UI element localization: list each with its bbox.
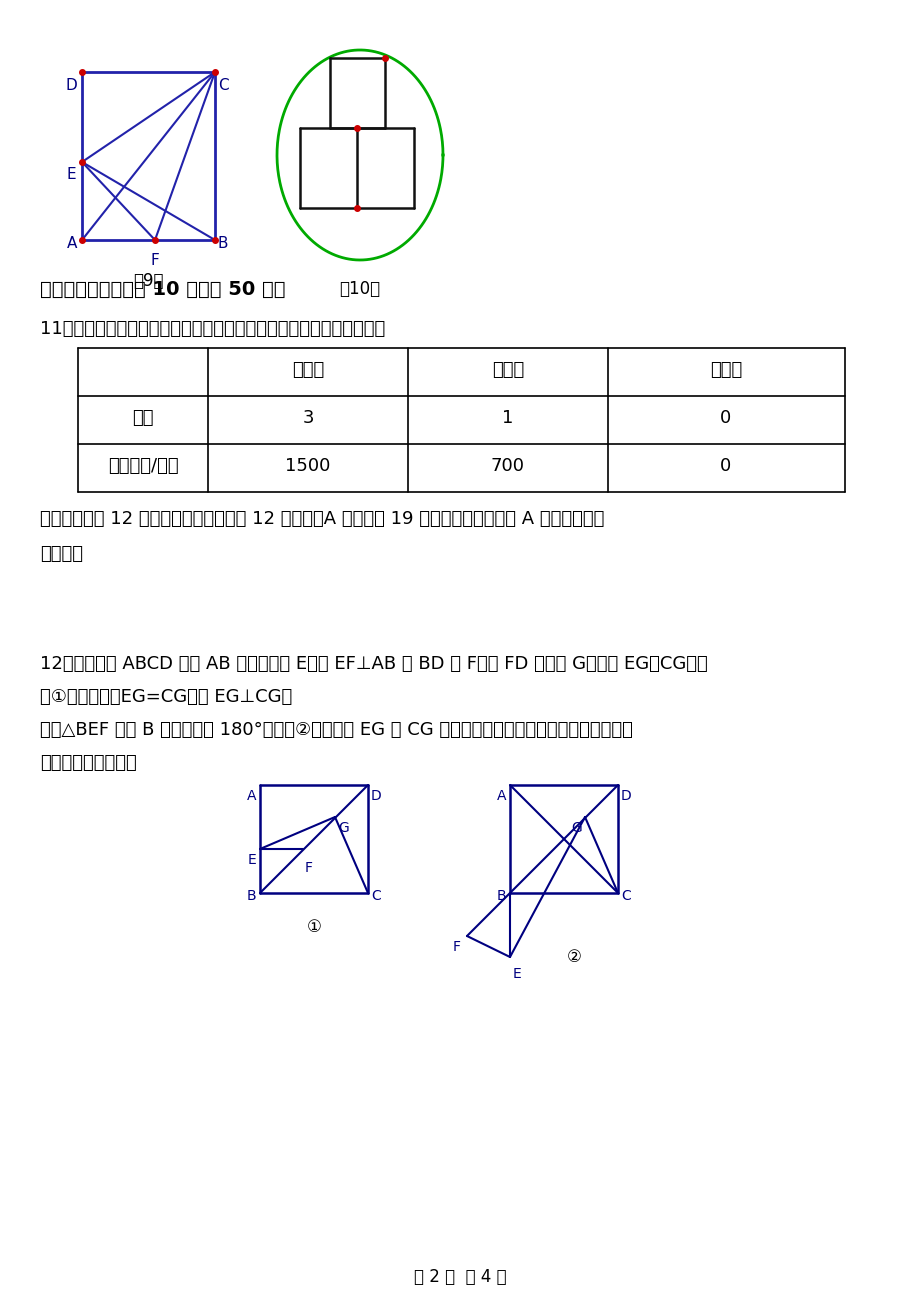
Text: G: G — [571, 822, 581, 835]
Text: D: D — [66, 78, 78, 92]
Text: E: E — [513, 967, 521, 980]
Text: 胜一场: 胜一场 — [291, 361, 323, 379]
Text: 0: 0 — [720, 457, 731, 475]
Text: ①: ① — [306, 918, 321, 936]
Text: B: B — [496, 889, 506, 904]
Text: C: C — [620, 889, 630, 904]
Text: 12．在正方形 ABCD 的边 AB 上任取一点 E，作 EF⊥AB 交 BD 于 F，取 FD 的中点 G，连接 EG、CG，如: 12．在正方形 ABCD 的边 AB 上任取一点 E，作 EF⊥AB 交 BD … — [40, 655, 707, 673]
Text: 0: 0 — [720, 409, 731, 427]
Text: D: D — [620, 789, 631, 803]
Text: ②: ② — [566, 948, 581, 966]
Text: 11．某足球协会举办了一次足球联赛，其记分规则及奖励方案如下表：: 11．某足球协会举办了一次足球联赛，其记分规则及奖励方案如下表： — [40, 320, 385, 339]
Text: A: A — [67, 236, 77, 251]
Text: 1: 1 — [502, 409, 513, 427]
Text: ⑵将△BEF 绕点 B 逆时针旋转 180°，如图②，则线段 EG 和 CG 有怎样的数量关系和位置关系？请写出你: ⑵将△BEF 绕点 B 逆时针旋转 180°，如图②，则线段 EG 和 CG 有… — [40, 721, 632, 740]
Text: 700: 700 — [491, 457, 525, 475]
Text: B: B — [246, 889, 256, 904]
Text: 三、解答题（每小题 10 分，共 50 分）: 三、解答题（每小题 10 分，共 50 分） — [40, 280, 285, 299]
Text: 积分: 积分 — [132, 409, 153, 427]
Text: 第10题: 第10题 — [339, 280, 380, 298]
Text: A: A — [496, 789, 506, 803]
Text: G: G — [337, 822, 348, 835]
Text: B: B — [218, 236, 228, 251]
Text: C: C — [218, 78, 229, 92]
Text: 负一场: 负一场 — [709, 361, 742, 379]
Text: 第 2 页  共 4 页: 第 2 页 共 4 页 — [414, 1268, 505, 1286]
Text: 平一场: 平一场 — [492, 361, 524, 379]
Text: 的猜想并加以证明．: 的猜想并加以证明． — [40, 754, 137, 772]
Text: 1500: 1500 — [285, 457, 330, 475]
Text: F: F — [151, 253, 160, 268]
Text: F: F — [452, 940, 460, 954]
Text: E: E — [248, 853, 256, 867]
Text: A: A — [246, 789, 256, 803]
Text: F: F — [305, 861, 312, 875]
Text: C: C — [370, 889, 380, 904]
Text: 当比赛进行到 12 轮结束（每队均需比赛 12 场）时，A 队共积分 19 分．请通过计算判断 A 队胜、平、负: 当比赛进行到 12 轮结束（每队均需比赛 12 场）时，A 队共积分 19 分．… — [40, 510, 604, 529]
Text: 奖金（元/人）: 奖金（元/人） — [108, 457, 178, 475]
Text: 3: 3 — [302, 409, 313, 427]
Text: D: D — [370, 789, 381, 803]
Text: 各几场．: 各几场． — [40, 546, 83, 562]
Text: 图①．⑴求证：EG=CG，且 EG⊥CG；: 图①．⑴求证：EG=CG，且 EG⊥CG； — [40, 687, 292, 706]
Text: 第9题: 第9题 — [132, 272, 163, 290]
Text: E: E — [67, 167, 76, 182]
